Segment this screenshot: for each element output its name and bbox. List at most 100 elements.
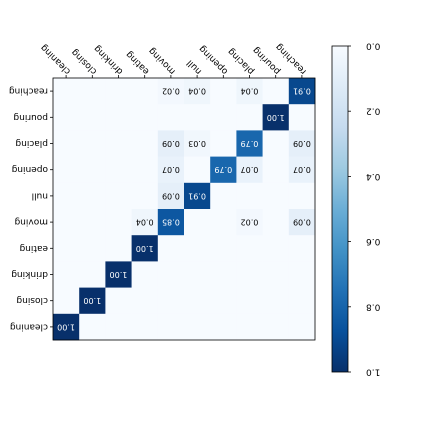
y-tick-label: eating (20, 243, 49, 253)
heatmap-cell (210, 104, 237, 131)
heatmap-cell (184, 182, 211, 210)
heatmap-cell (288, 156, 316, 184)
heatmap-cell (210, 261, 237, 288)
y-tick-label: opening (12, 164, 48, 174)
y-tick-label: null (32, 190, 48, 200)
colorbar-tick-label: 0.8 (366, 301, 381, 311)
heatmap-cell (236, 235, 263, 262)
heatmap-cell (288, 287, 316, 315)
heatmap-cell (53, 104, 80, 131)
heatmap-cell (184, 287, 211, 315)
y-tick-label: pouring (13, 112, 48, 122)
cell-value-label: 0.02 (162, 87, 180, 96)
cell-value-label: 1.00 (57, 322, 75, 331)
heatmap-cell (105, 235, 132, 262)
cell-value-label: 1.00 (83, 296, 101, 305)
cell-value-label: 0.07 (293, 165, 311, 174)
heatmap-cell (105, 156, 132, 184)
cell-value-label: 0.03 (188, 139, 206, 148)
heatmap-cell (157, 235, 185, 262)
cell-value-label: 0.07 (241, 165, 259, 174)
heatmap-cell (79, 287, 106, 315)
heatmap-cell (53, 235, 80, 262)
heatmap-cell (79, 104, 106, 131)
colorbar-tick-label: 0.0 (366, 41, 381, 51)
heatmap-cell (288, 209, 316, 236)
heatmap-cell (53, 182, 80, 210)
colorbar-tick-label: 0.4 (366, 171, 381, 181)
cell-value-label: 0.09 (293, 139, 311, 148)
cell-value-label: 1.00 (136, 244, 154, 253)
heatmap-cell (53, 156, 80, 184)
colorbar-tick-label: 0.6 (366, 236, 381, 246)
heatmap-cell (210, 313, 237, 341)
y-tick-label: drinking (11, 269, 48, 279)
heatmap-cell (105, 130, 132, 157)
cell-value-label: 0.04 (188, 87, 206, 96)
heatmap-cell (288, 104, 316, 131)
heatmap-cell (288, 235, 316, 262)
heatmap-cell (262, 156, 290, 184)
heatmap-cell (236, 156, 263, 184)
heatmap-cell (262, 182, 290, 210)
heatmap-cell (184, 130, 211, 157)
heatmap-cell (131, 104, 159, 131)
heatmap-cell (262, 261, 290, 288)
heatmap-cell (236, 78, 263, 105)
heatmap-cell (79, 261, 106, 288)
cell-value-label: 0.09 (162, 191, 180, 200)
heatmap-cell (210, 130, 237, 157)
heatmap-cell (288, 78, 316, 105)
heatmap-cell (79, 235, 106, 262)
y-tick-label: placing (15, 138, 48, 148)
heatmap-cell (79, 156, 106, 184)
colorbar (331, 45, 349, 373)
heatmap-cell (184, 156, 211, 184)
heatmap-cell (157, 182, 185, 210)
heatmap-cell (105, 313, 132, 341)
colorbar-tick-label: 1.0 (366, 367, 381, 377)
heatmap-cell (53, 261, 80, 288)
heatmap-cell (262, 104, 290, 131)
cell-value-label: 0.09 (293, 218, 311, 227)
heatmap-cell (53, 287, 80, 315)
heatmap-cell (105, 104, 132, 131)
heatmap-cell (131, 287, 159, 315)
heatmap-cell (210, 78, 237, 105)
heatmap-cell (79, 78, 106, 105)
heatmap-cell (236, 287, 263, 315)
x-tick-label: moving (147, 45, 178, 76)
cell-value-label: 0.91 (188, 191, 206, 200)
cell-value-label: 0.02 (241, 218, 259, 227)
heatmap-cell (105, 261, 132, 288)
cell-value-label: 0.07 (162, 165, 180, 174)
heatmap-cell (157, 104, 185, 131)
heatmap-cell (236, 104, 263, 131)
heatmap-cell (157, 78, 185, 105)
heatmap-cell (131, 261, 159, 288)
heatmap-cell (184, 313, 211, 341)
heatmap-cell (288, 130, 316, 157)
heatmap-cell (210, 156, 237, 184)
heatmap-cell (184, 209, 211, 236)
heatmap-cell (262, 130, 290, 157)
heatmap-cell (262, 235, 290, 262)
heatmap-cell (210, 287, 237, 315)
cell-value-label: 0.85 (162, 218, 180, 227)
heatmap-cell (131, 156, 159, 184)
heatmap-cell (157, 287, 185, 315)
heatmap-cell (105, 78, 132, 105)
cell-value-label: 0.04 (136, 218, 154, 227)
heatmap-cell (131, 78, 159, 105)
heatmap-cell (184, 261, 211, 288)
y-tick-label: moving (14, 217, 48, 227)
y-tick-label: reaching (9, 86, 48, 96)
cell-value-label: 0.09 (162, 139, 180, 148)
heatmap-cell (105, 182, 132, 210)
heatmap-cell (79, 209, 106, 236)
heatmap-cell (53, 313, 80, 341)
heatmap-cell (131, 313, 159, 341)
heatmap-cell (288, 313, 316, 341)
heatmap-cell (288, 182, 316, 210)
